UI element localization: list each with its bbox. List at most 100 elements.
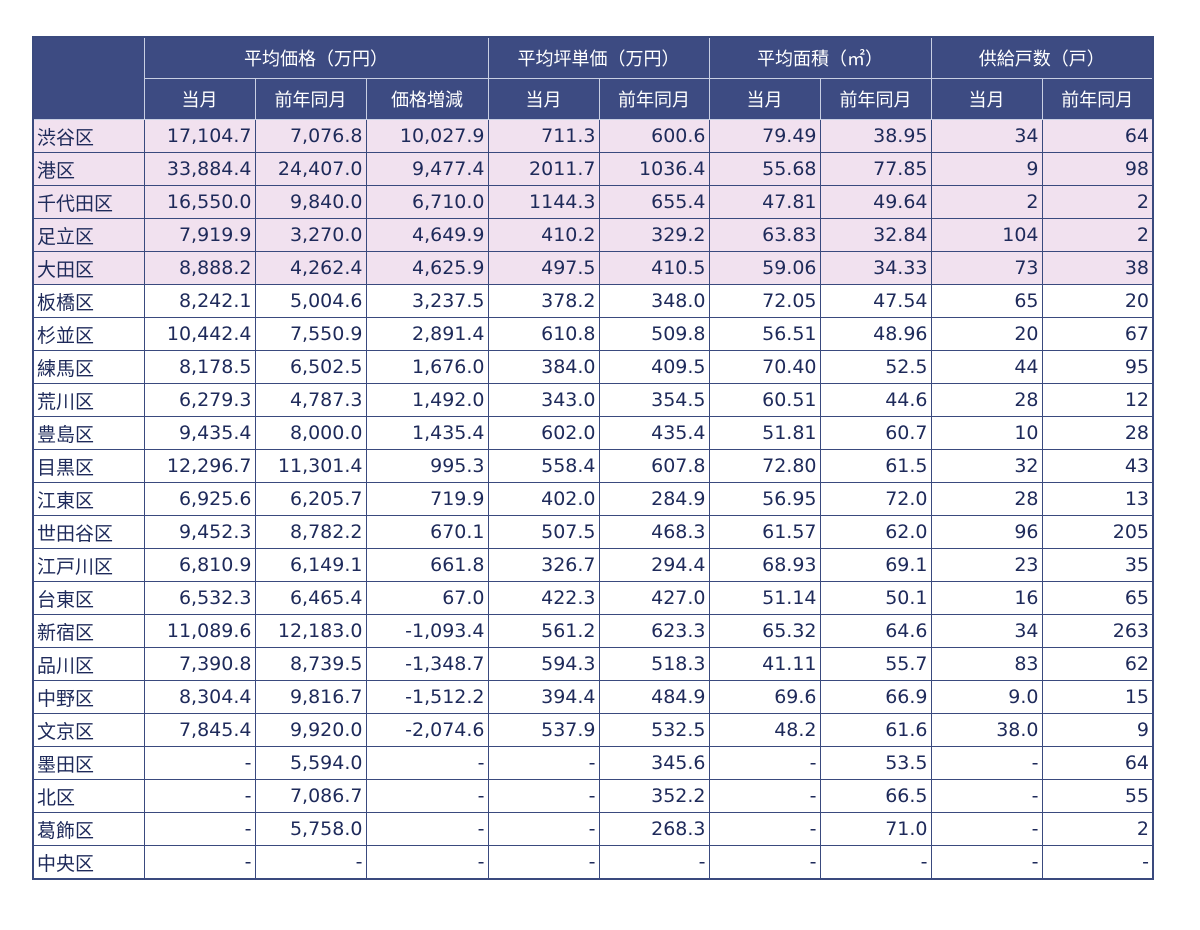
cell: 602.0 [487, 416, 600, 450]
cell: 64 [1041, 746, 1154, 780]
cell: 9,920.0 [254, 713, 367, 747]
cell: 2 [930, 185, 1043, 219]
cell: 348.0 [598, 284, 710, 318]
cell: 561.2 [487, 614, 600, 648]
cell: 38.95 [819, 119, 932, 153]
corner-cell [32, 36, 145, 120]
cell: 28 [930, 383, 1043, 417]
cell: - [819, 845, 932, 880]
cell: 52.5 [819, 350, 932, 384]
cell: 96 [930, 515, 1043, 549]
cell: 67 [1041, 317, 1154, 351]
data-row: 港区 33,884.4 24,407.0 9,477.4 2011.7 1036.4 55.… [32, 152, 1154, 186]
cell: 5,758.0 [254, 812, 367, 846]
cell: 8,242.1 [143, 284, 256, 318]
cell: 12,183.0 [254, 614, 367, 648]
cell: 2,891.4 [365, 317, 489, 351]
group-header: 平均面積（㎡） [708, 36, 932, 79]
cell: -1,093.4 [365, 614, 489, 648]
cell: 5,594.0 [254, 746, 367, 780]
cell: 77.85 [819, 152, 932, 186]
cell: - [143, 746, 256, 780]
cell: 10 [930, 416, 1043, 450]
cell: 72.0 [819, 482, 932, 516]
cell: 995.3 [365, 449, 489, 483]
cell: 655.4 [598, 185, 710, 219]
cell: 35 [1041, 548, 1154, 582]
cell: 9.0 [930, 680, 1043, 714]
cell: 10,442.4 [143, 317, 256, 351]
sub-header: 価格増減 [365, 78, 489, 120]
cell: 8,888.2 [143, 251, 256, 285]
table-body: 渋谷区 17,104.7 7,076.8 10,027.9 711.3 600.6 79.4… [32, 119, 1154, 880]
cell: 402.0 [487, 482, 600, 516]
cell: 63.83 [708, 218, 821, 252]
data-row: 葛飾区 -5,758.0- -268.3-71.0-2 [32, 812, 1154, 846]
cell: 17,104.7 [143, 119, 256, 153]
subheader-row: 当月 前年同月 価格増減 当月 前年同月 当月 前年同月 当月 前年同月 [33, 78, 1154, 120]
cell: 435.4 [598, 416, 710, 450]
cell: 484.9 [598, 680, 710, 714]
cell: 326.7 [487, 548, 600, 582]
cell: 13 [1041, 482, 1154, 516]
cell: 497.5 [487, 251, 600, 285]
cell: 384.0 [487, 350, 600, 384]
cell: 50.1 [819, 581, 932, 615]
cell: 95 [1041, 350, 1154, 384]
cell: 66.5 [819, 779, 932, 813]
cell: 104 [930, 218, 1043, 252]
cell: 12,296.7 [143, 449, 256, 483]
cell: 6,925.6 [143, 482, 256, 516]
cell: 263 [1041, 614, 1154, 648]
cell: 719.9 [365, 482, 489, 516]
cell: 56.51 [708, 317, 821, 351]
cell: 33,884.4 [143, 152, 256, 186]
cell: 73 [930, 251, 1043, 285]
cell: 2 [1041, 218, 1154, 252]
cell: 6,810.9 [143, 548, 256, 582]
cell: - [143, 845, 256, 880]
data-row: 杉並区 10,442.4 7,550.9 2,891.4 610.8 509.8 56.51… [32, 317, 1154, 351]
cell: 56.95 [708, 482, 821, 516]
cell: - [365, 779, 489, 813]
cell: 294.4 [598, 548, 710, 582]
cell: 6,710.0 [365, 185, 489, 219]
cell: 83 [930, 647, 1043, 681]
cell: 410.5 [598, 251, 710, 285]
cell: 7,550.9 [254, 317, 367, 351]
cell: 711.3 [487, 119, 600, 153]
cell: 51.14 [708, 581, 821, 615]
cell: 65.32 [708, 614, 821, 648]
cell: 8,178.5 [143, 350, 256, 384]
ward-name: 墨田区 [32, 746, 145, 780]
cell: 4,262.4 [254, 251, 367, 285]
cell: 65 [1041, 581, 1154, 615]
cell: 20 [1041, 284, 1154, 318]
cell: 6,465.4 [254, 581, 367, 615]
cell: 11,301.4 [254, 449, 367, 483]
cell: 427.0 [598, 581, 710, 615]
cell: 352.2 [598, 779, 710, 813]
cell: -2,074.6 [365, 713, 489, 747]
cell: 38 [1041, 251, 1154, 285]
cell: - [487, 779, 600, 813]
cell: 600.6 [598, 119, 710, 153]
data-row: 台東区 6,532.3 6,465.4 67.0 422.3 427.0 51.14 50.1… [32, 581, 1154, 615]
cell: 48.2 [708, 713, 821, 747]
data-row: 文京区 7,845.4 9,920.0 -2,074.6 537.9 532.5 48.2 6… [32, 713, 1154, 747]
ward-name: 練馬区 [32, 350, 145, 384]
cell: 69.6 [708, 680, 821, 714]
cell: 4,625.9 [365, 251, 489, 285]
cell: 38.0 [930, 713, 1043, 747]
header-row: 平均価格（万円） 平均坪単価（万円） 平均面積（㎡） 供給戸数（戸） [32, 36, 1154, 120]
cell: 1036.4 [598, 152, 710, 186]
data-row: 目黒区 12,296.7 11,301.4 995.3 558.4 607.8 72.80 6… [32, 449, 1154, 483]
cell: - [708, 845, 821, 880]
cell: 354.5 [598, 383, 710, 417]
cell: 1,435.4 [365, 416, 489, 450]
cell: 8,000.0 [254, 416, 367, 450]
cell: 610.8 [487, 317, 600, 351]
cell: - [708, 812, 821, 846]
cell: 558.4 [487, 449, 600, 483]
